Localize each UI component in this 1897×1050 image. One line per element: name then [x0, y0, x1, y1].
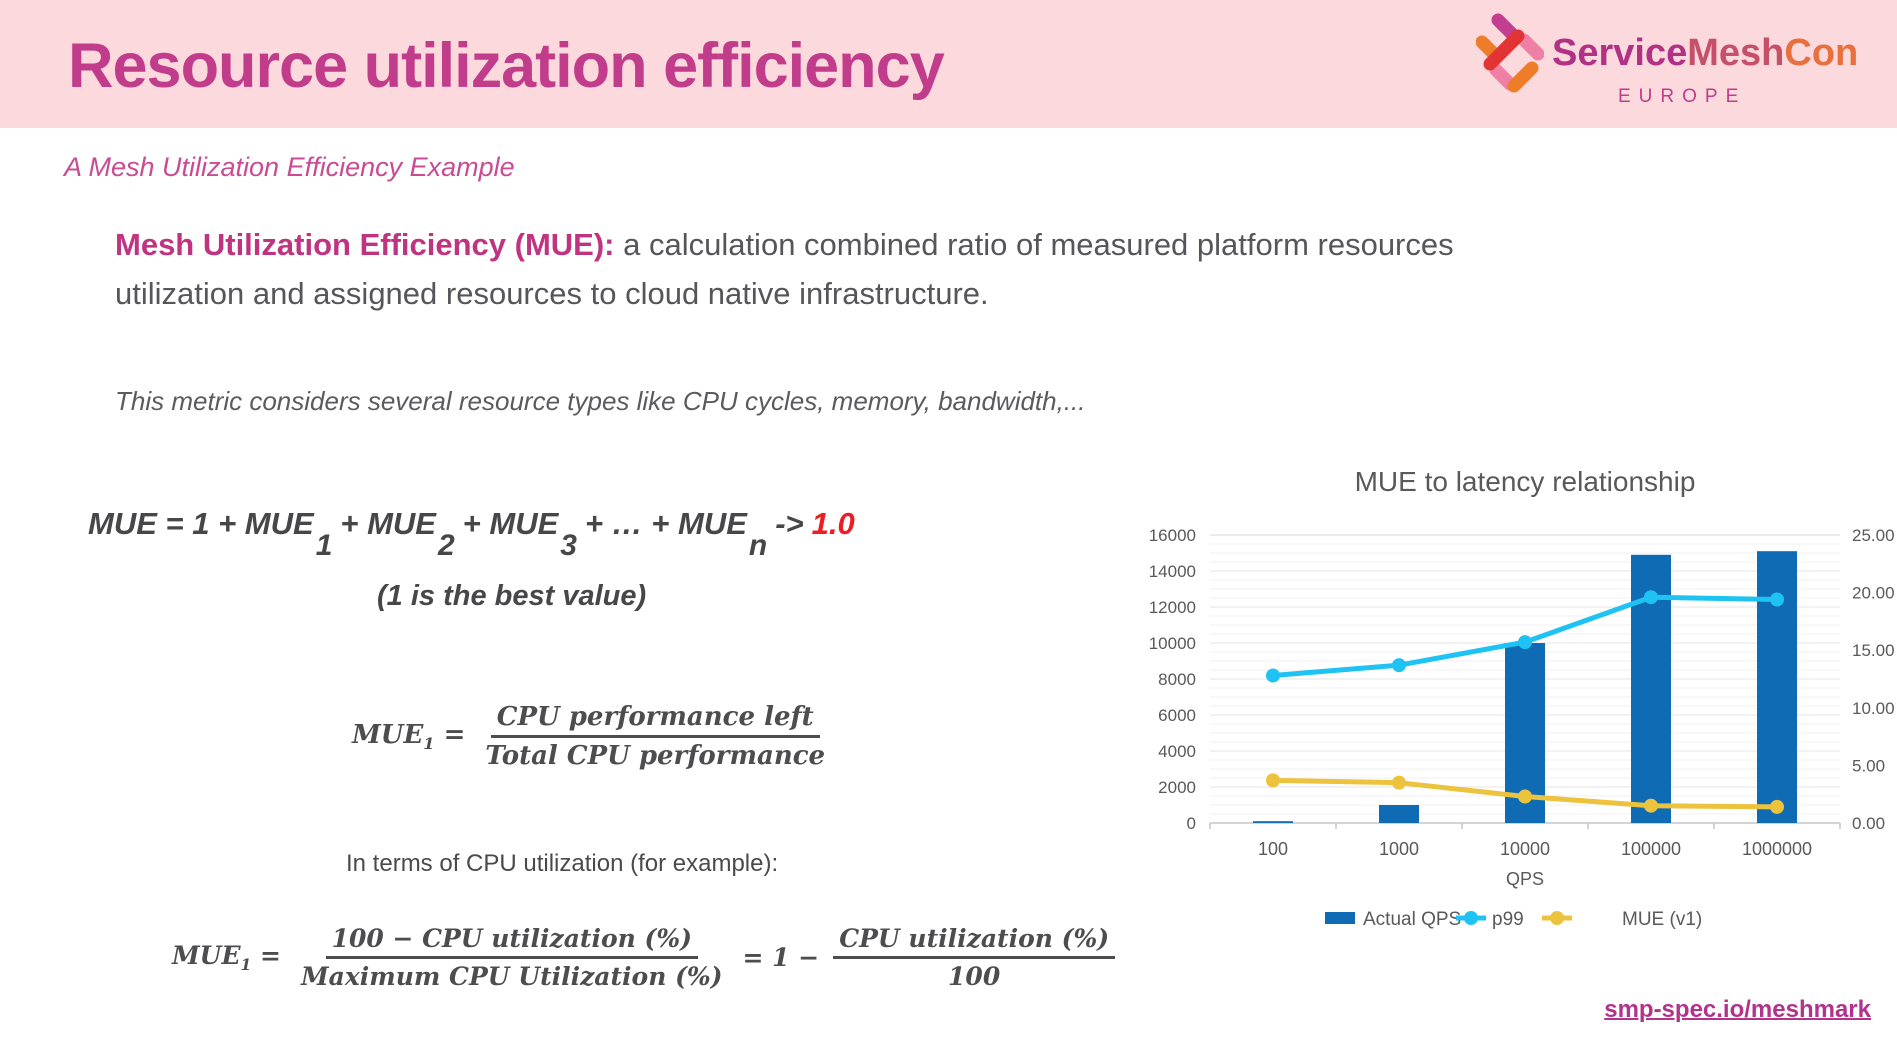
utilization-fraction-1: 100 − CPU utilization (%) Maximum CPU Ut…: [295, 924, 729, 991]
formula-term2: + MUE: [340, 506, 436, 541]
servicemeshcon-logo: ServiceMeshCon EUROPE: [1476, 10, 1886, 120]
mue-definition-line1: a calculation combined ratio of measured…: [614, 227, 1454, 262]
mid-equality: = 1 −: [742, 943, 820, 972]
svg-text:16000: 16000: [1149, 526, 1196, 545]
svg-text:Actual QPS: Actual QPS: [1363, 909, 1461, 930]
svg-text:6000: 6000: [1158, 706, 1196, 725]
subscript-2: 2: [437, 529, 455, 562]
logo-part-mesh: Mesh: [1687, 32, 1785, 74]
svg-text:100000: 100000: [1621, 839, 1681, 859]
header-band: Resource utilization efficiency ServiceM…: [0, 0, 1897, 128]
logo-region-label: EUROPE: [1618, 86, 1747, 107]
fraction2-denominator: 100: [948, 962, 1001, 991]
mue-latency-chart: 0 2000 4000 6000 8000 10000 12000 14000 16000 0.0…: [1120, 520, 1897, 965]
fraction-denominator: Total CPU performance: [485, 741, 826, 771]
subscript-1: 1: [315, 529, 333, 562]
svg-text:0: 0: [1187, 814, 1196, 833]
svg-text:2000: 2000: [1158, 778, 1196, 797]
svg-text:5.00: 5.00: [1852, 756, 1885, 775]
mue-definition: Mesh Utilization Efficiency (MUE): a cal…: [115, 220, 1695, 318]
svg-text:14000: 14000: [1149, 562, 1196, 581]
logo-part-service: Service: [1552, 32, 1688, 74]
subscript-n: n: [748, 529, 768, 562]
subtitle: A Mesh Utilization Efficiency Example: [64, 152, 515, 182]
svg-text:15.00: 15.00: [1852, 641, 1895, 660]
formula-term3: + MUE: [462, 506, 559, 541]
mue1-lhs: MUE1 =: [352, 719, 466, 754]
resource-types-note: This metric considers several resource t…: [115, 386, 1086, 416]
mue1-cpu-formula: MUE1 = CPU performance left Total CPU pe…: [352, 702, 831, 771]
svg-text:10000: 10000: [1149, 634, 1196, 653]
mue-definition-line2: utilization and assigned resources to cl…: [115, 276, 989, 311]
mue-term: Mesh Utilization Efficiency (MUE):: [115, 227, 615, 262]
limit-value: 1.0: [811, 506, 855, 541]
page-title: Resource utilization efficiency: [68, 31, 945, 101]
svg-text:QPS: QPS: [1506, 869, 1544, 889]
svg-text:0.00: 0.00: [1852, 814, 1885, 833]
cpu-fraction: CPU performance left Total CPU performan…: [479, 702, 831, 771]
cpu-utilization-note: In terms of CPU utilization (for example…: [346, 850, 779, 877]
mue1-utilization-formula: MUE1 = 100 − CPU utilization (%) Maximum…: [172, 924, 1116, 991]
mue1-lhs-2: MUE1 =: [172, 941, 281, 974]
svg-text:8000: 8000: [1158, 670, 1196, 689]
logo-part-con: Con: [1784, 32, 1859, 74]
formula-lhs: MUE: [88, 506, 157, 541]
formula-term-n: + … + MUE: [584, 506, 747, 541]
arrow-text: ->: [775, 506, 804, 541]
chart-title: MUE to latency relationship: [1354, 466, 1696, 497]
svg-text:1000000: 1000000: [1742, 839, 1812, 859]
svg-text:p99: p99: [1492, 909, 1524, 930]
subscript-3: 3: [560, 529, 577, 562]
svg-text:10000: 10000: [1500, 839, 1550, 859]
svg-text:10.00: 10.00: [1852, 699, 1895, 718]
svg-text:25.00: 25.00: [1852, 526, 1895, 545]
chart-canvas: 0 2000 4000 6000 8000 10000 12000 14000 16000 0.0…: [1149, 526, 1895, 930]
svg-text:12000: 12000: [1149, 598, 1196, 617]
formula-eq: = 1 + MUE: [156, 506, 314, 541]
logo-wordmark: ServiceMeshCon: [1552, 32, 1858, 75]
svg-text:20.00: 20.00: [1852, 584, 1895, 603]
svg-text:4000: 4000: [1158, 742, 1196, 761]
fraction1-denominator: Maximum CPU Utilization (%): [301, 962, 723, 991]
utilization-fraction-2: CPU utilization (%) 100: [833, 924, 1116, 991]
svg-text:MUE (v1): MUE (v1): [1622, 909, 1702, 930]
svg-text:100: 100: [1258, 839, 1288, 859]
spec-link[interactable]: smp-spec.io/meshmark: [1604, 996, 1871, 1023]
fraction-numerator: CPU performance left: [490, 702, 820, 738]
fraction1-numerator: 100 − CPU utilization (%): [325, 924, 698, 959]
svg-text:1000: 1000: [1379, 839, 1419, 859]
mue-sum-formula: MUE = 1 + MUE1+ MUE2+ MUE3+ … + MUEn-> 1.…: [88, 506, 855, 562]
fraction2-numerator: CPU utilization (%): [833, 924, 1116, 959]
best-value-caption: (1 is the best value): [377, 580, 647, 612]
weave-logo-icon: [1476, 13, 1544, 93]
